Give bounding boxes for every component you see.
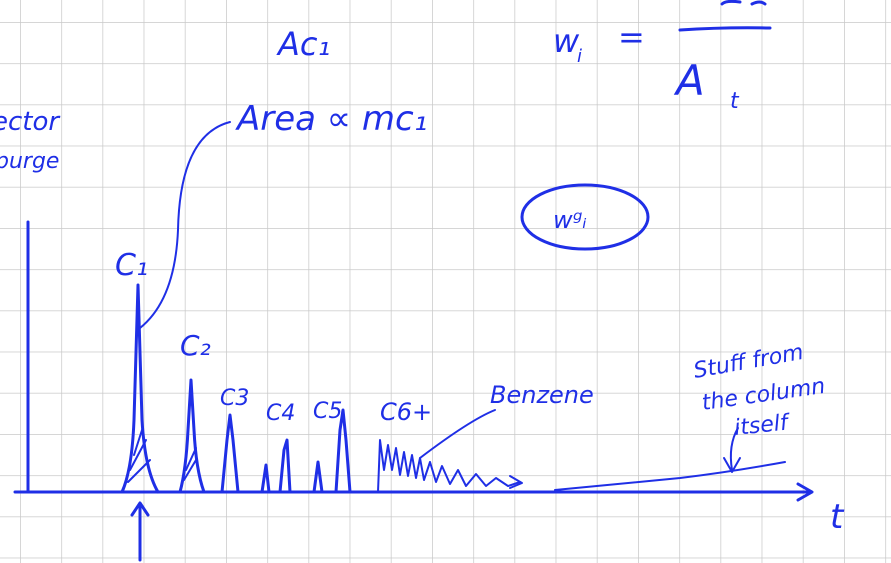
label-area-prop: Area ∝ mc₁ <box>235 99 427 139</box>
label-wgi: wᵍᵢ <box>553 206 587 234</box>
label-c2: C₂ <box>180 329 211 362</box>
label-c3: C3 <box>220 386 249 411</box>
label-c5: C5 <box>313 399 342 424</box>
label-c6: C6+ <box>380 398 432 426</box>
formula-i: i <box>577 46 582 67</box>
label-detector: ector <box>0 107 61 137</box>
label-c1: C₁ <box>115 248 148 283</box>
formula-t: t <box>730 89 740 114</box>
label-c4: C4 <box>266 401 295 426</box>
formula-A: A <box>673 56 705 105</box>
axis-t: t <box>830 497 845 537</box>
label-benzene: Benzene <box>490 381 594 409</box>
formula-w: w <box>553 22 580 60</box>
label-area-c1: Ac₁ <box>276 25 330 63</box>
note-page: w i = A t Ac₁ ector purge Area ∝ mc₁ wᵍᵢ… <box>0 0 891 563</box>
formula-eq: = <box>618 18 645 56</box>
label-purge: purge <box>0 149 59 174</box>
